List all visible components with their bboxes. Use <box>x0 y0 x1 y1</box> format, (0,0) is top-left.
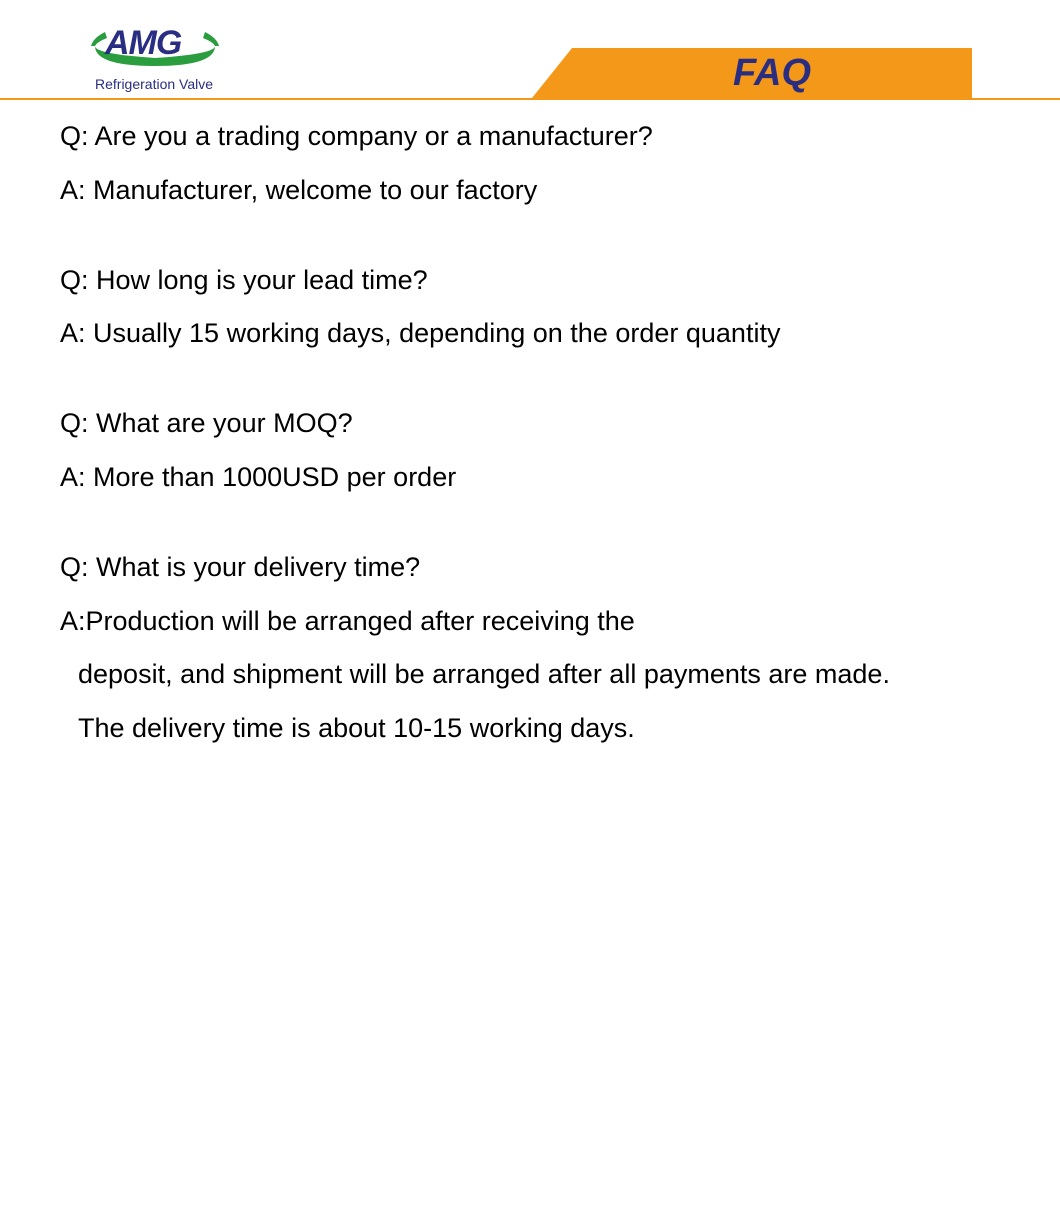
logo-tagline: Refrigeration Valve <box>95 76 213 92</box>
answer-text: A: Manufacturer, welcome to our factory <box>60 172 1000 210</box>
question-text: Q: What is your delivery time? <box>60 549 1000 587</box>
answer-text: A: Usually 15 working days, depending on… <box>60 315 1000 353</box>
logo-container: AMG Refrigeration Valve <box>95 18 220 68</box>
question-text: Q: What are your MOQ? <box>60 405 1000 443</box>
answer-text: The delivery time is about 10-15 working… <box>60 710 1000 748</box>
faq-banner: FAQ <box>572 48 972 98</box>
question-text: Q: How long is your lead time? <box>60 262 1000 300</box>
question-text: Q: Are you a trading company or a manufa… <box>60 118 1000 156</box>
qa-block: Q: What is your delivery time? A:Product… <box>60 549 1000 748</box>
page-header: AMG Refrigeration Valve FAQ <box>0 0 1060 100</box>
qa-block: Q: What are your MOQ? A: More than 1000U… <box>60 405 1000 497</box>
qa-block: Q: How long is your lead time? A: Usuall… <box>60 262 1000 354</box>
answer-text: A: More than 1000USD per order <box>60 459 1000 497</box>
qa-block: Q: Are you a trading company or a manufa… <box>60 118 1000 210</box>
logo-brand-text: AMG <box>105 24 181 63</box>
logo-swoosh: AMG <box>95 18 220 68</box>
faq-content: Q: Are you a trading company or a manufa… <box>0 100 1060 748</box>
answer-text: A:Production will be arranged after rece… <box>60 603 1000 641</box>
faq-title: FAQ <box>733 52 811 95</box>
answer-text: deposit, and shipment will be arranged a… <box>60 656 1000 694</box>
